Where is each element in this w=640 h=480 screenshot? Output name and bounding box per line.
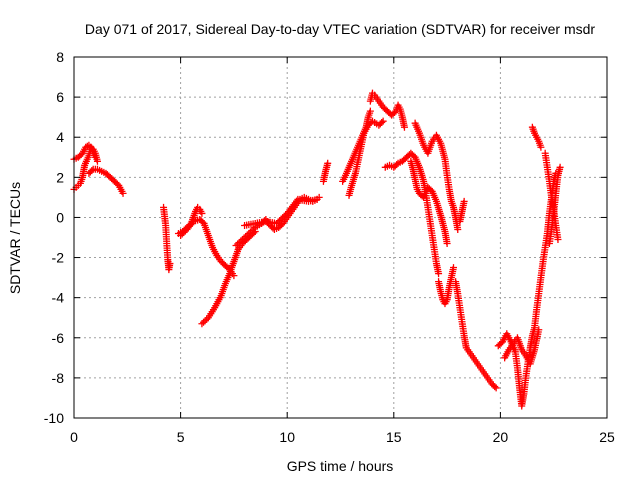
x-tick-label: 15 [386, 429, 402, 445]
data-point [237, 237, 245, 245]
data-point [180, 228, 188, 236]
data-point [238, 236, 246, 244]
data-point [83, 142, 91, 150]
data-point [198, 209, 206, 217]
data-point [243, 231, 251, 239]
plot-frame [73, 56, 608, 419]
data-point [166, 260, 174, 268]
y-tick-label: -4 [52, 290, 65, 306]
y-tick-label: -2 [52, 250, 65, 266]
data-point [449, 264, 457, 272]
y-tick-label: 6 [56, 89, 64, 105]
x-axis-ticks: 0 5 10 15 20 25 [70, 57, 615, 445]
y-tick-label: -8 [52, 370, 65, 386]
y-tick-label: -10 [44, 410, 64, 426]
data-point [178, 230, 186, 238]
data-point [443, 240, 451, 248]
y-axis-ticks: -10 -8 -6 -4 -2 0 2 4 6 8 [44, 49, 607, 426]
x-tick-label: 10 [279, 429, 295, 445]
data-point [535, 326, 543, 334]
grid [74, 57, 607, 418]
data-point [491, 383, 499, 391]
data-point [460, 197, 468, 205]
data-point [234, 240, 242, 248]
x-axis-label: GPS time / hours [287, 458, 394, 474]
data-point [537, 143, 545, 151]
data-point [198, 320, 206, 328]
y-tick-label: 2 [56, 169, 64, 185]
data-point [378, 119, 386, 127]
y-axis-label: SDTVAR / TECUs [7, 182, 23, 294]
y-tick-label: 4 [56, 129, 64, 145]
data-point [177, 231, 185, 239]
data-point [324, 159, 332, 167]
data-point [232, 242, 240, 250]
data-point [366, 107, 374, 115]
data-point [242, 232, 250, 240]
data-point [245, 229, 253, 237]
x-tick-label: 25 [599, 429, 615, 445]
data-point [556, 163, 564, 171]
data-point [203, 315, 211, 323]
y-tick-label: 0 [56, 209, 64, 225]
data-point [492, 384, 500, 392]
data-point [454, 225, 462, 233]
data-point [240, 234, 248, 242]
x-tick-label: 0 [70, 429, 78, 445]
data-point [246, 228, 254, 236]
data-point [435, 270, 443, 278]
x-tick-label: 20 [493, 429, 509, 445]
data-point [119, 189, 127, 197]
data-point [379, 117, 387, 125]
data-point [400, 123, 408, 131]
y-tick-label: 8 [56, 49, 64, 65]
data-point [313, 195, 321, 203]
x-tick-label: 5 [177, 429, 185, 445]
data-point [235, 239, 243, 247]
data-point [200, 318, 208, 326]
y-tick-label: -6 [52, 330, 65, 346]
data-point [201, 317, 209, 325]
data-point [93, 157, 101, 165]
chart-title: Day 071 of 2017, Sidereal Day-to-day VTE… [85, 21, 595, 37]
data-points [70, 89, 564, 410]
data-point [91, 153, 99, 161]
data-point [88, 167, 96, 175]
data-point [248, 226, 256, 234]
data-point [393, 161, 401, 169]
data-point [554, 236, 562, 244]
